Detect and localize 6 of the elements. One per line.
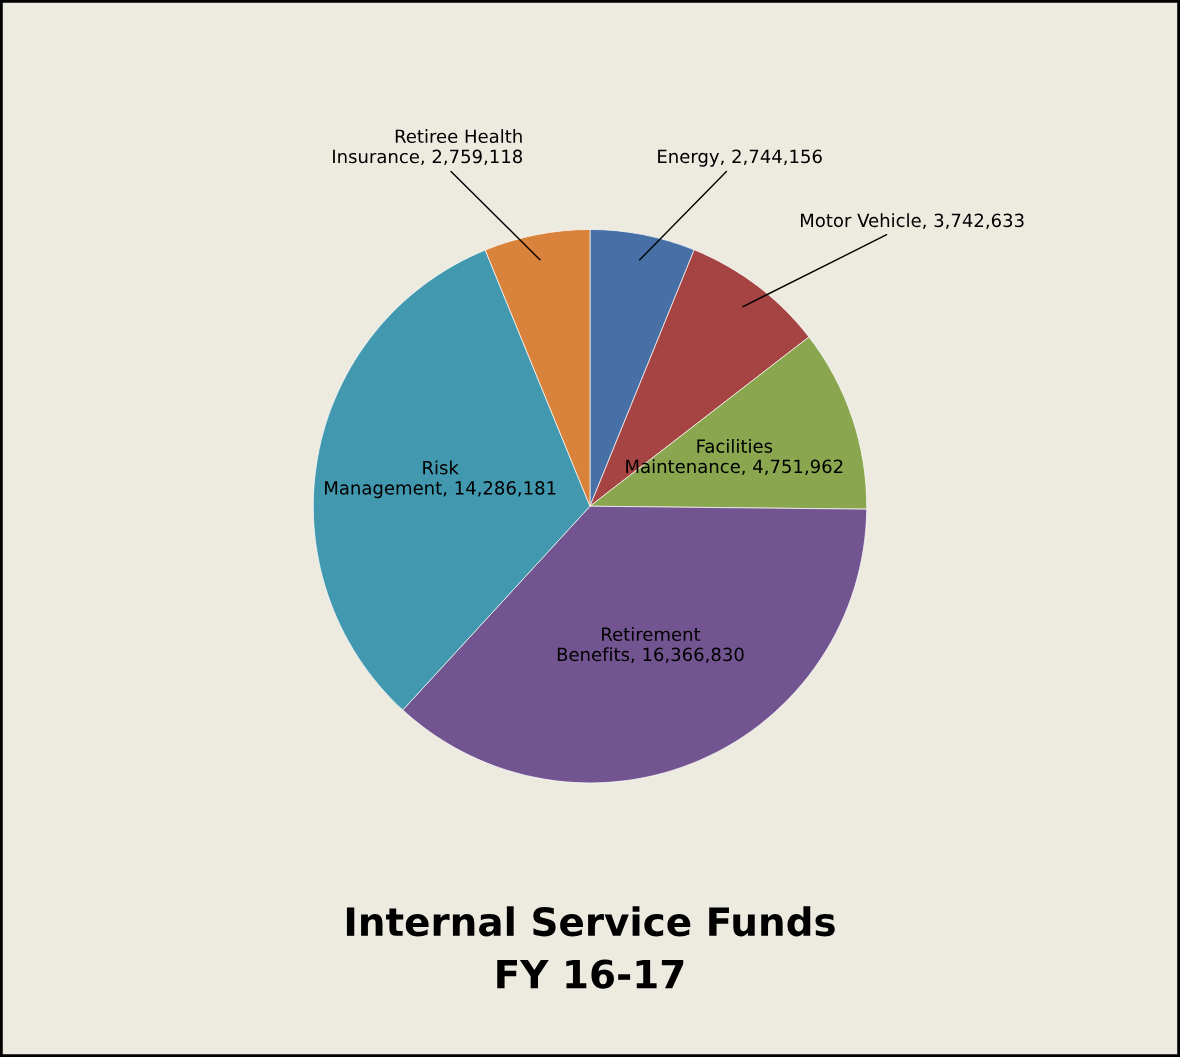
slice-label: Retiree Health Insurance, 2,759,118 <box>333 129 523 166</box>
slice-label: Retirement Benefits, 16,366,830 <box>557 627 744 664</box>
slice-label: Risk Management, 14,286,181 <box>325 460 556 499</box>
text: Internal Service Funds FY 16-17 <box>346 906 835 989</box>
slice-label: Motor Vehicle, 3,742,633 <box>800 213 1024 230</box>
slice-label: Energy, 2,744,156 <box>658 149 822 167</box>
